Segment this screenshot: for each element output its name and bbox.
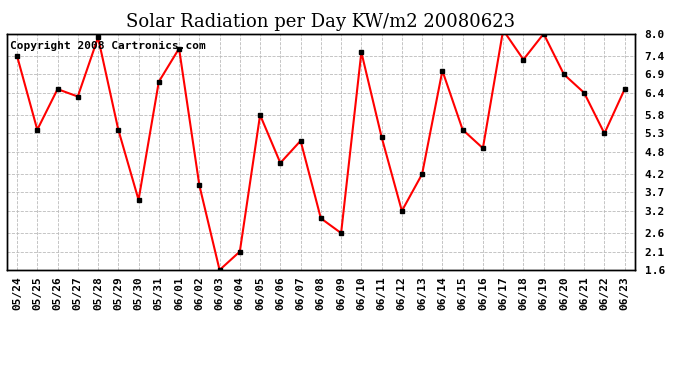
Title: Solar Radiation per Day KW/m2 20080623: Solar Radiation per Day KW/m2 20080623 [126, 13, 515, 31]
Text: Copyright 2008 Cartronics.com: Copyright 2008 Cartronics.com [10, 41, 206, 51]
